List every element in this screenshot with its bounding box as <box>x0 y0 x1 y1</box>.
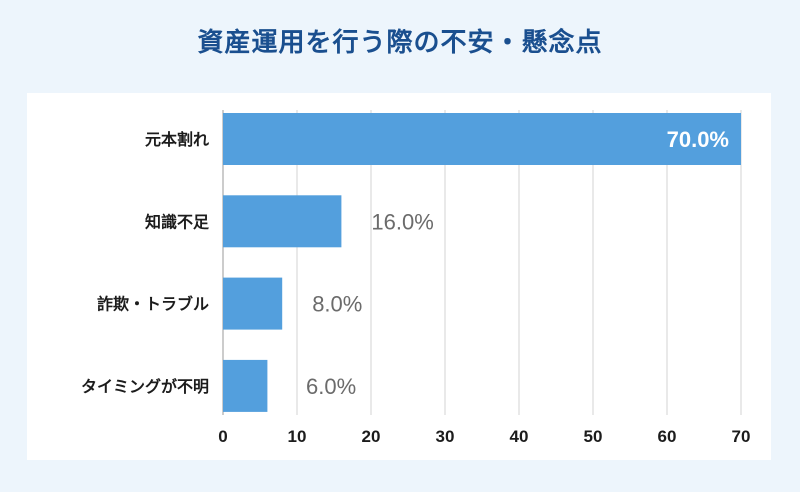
x-tick-label: 20 <box>362 427 381 446</box>
category-label: タイミングが不明 <box>81 377 209 396</box>
value-label: 16.0% <box>371 209 433 234</box>
x-tick-label: 60 <box>658 427 677 446</box>
x-tick-label: 10 <box>288 427 307 446</box>
x-tick-label: 70 <box>732 427 751 446</box>
labels: 0 10 20 30 40 50 60 70 元本割れ 70.0% 知識不足 16.0% 詐欺・トラブル… <box>81 127 750 446</box>
bar <box>223 277 283 330</box>
category-label: 知識不足 <box>145 212 210 231</box>
value-label: 8.0% <box>312 292 362 317</box>
x-tick-label: 40 <box>510 427 529 446</box>
x-tick-label: 50 <box>584 427 603 446</box>
value-label: 70.0% <box>667 127 729 152</box>
value-label: 6.0% <box>306 374 356 399</box>
category-label: 元本割れ <box>145 130 209 149</box>
category-label: 詐欺・トラブル <box>97 295 209 314</box>
x-tick-label: 30 <box>436 427 455 446</box>
bar <box>223 359 268 412</box>
bars <box>223 113 741 412</box>
chart-title: 資産運用を行う際の不安・懸念点 <box>197 28 603 58</box>
x-tick-label: 0 <box>218 427 227 446</box>
bar <box>223 195 342 248</box>
bar <box>223 113 741 165</box>
